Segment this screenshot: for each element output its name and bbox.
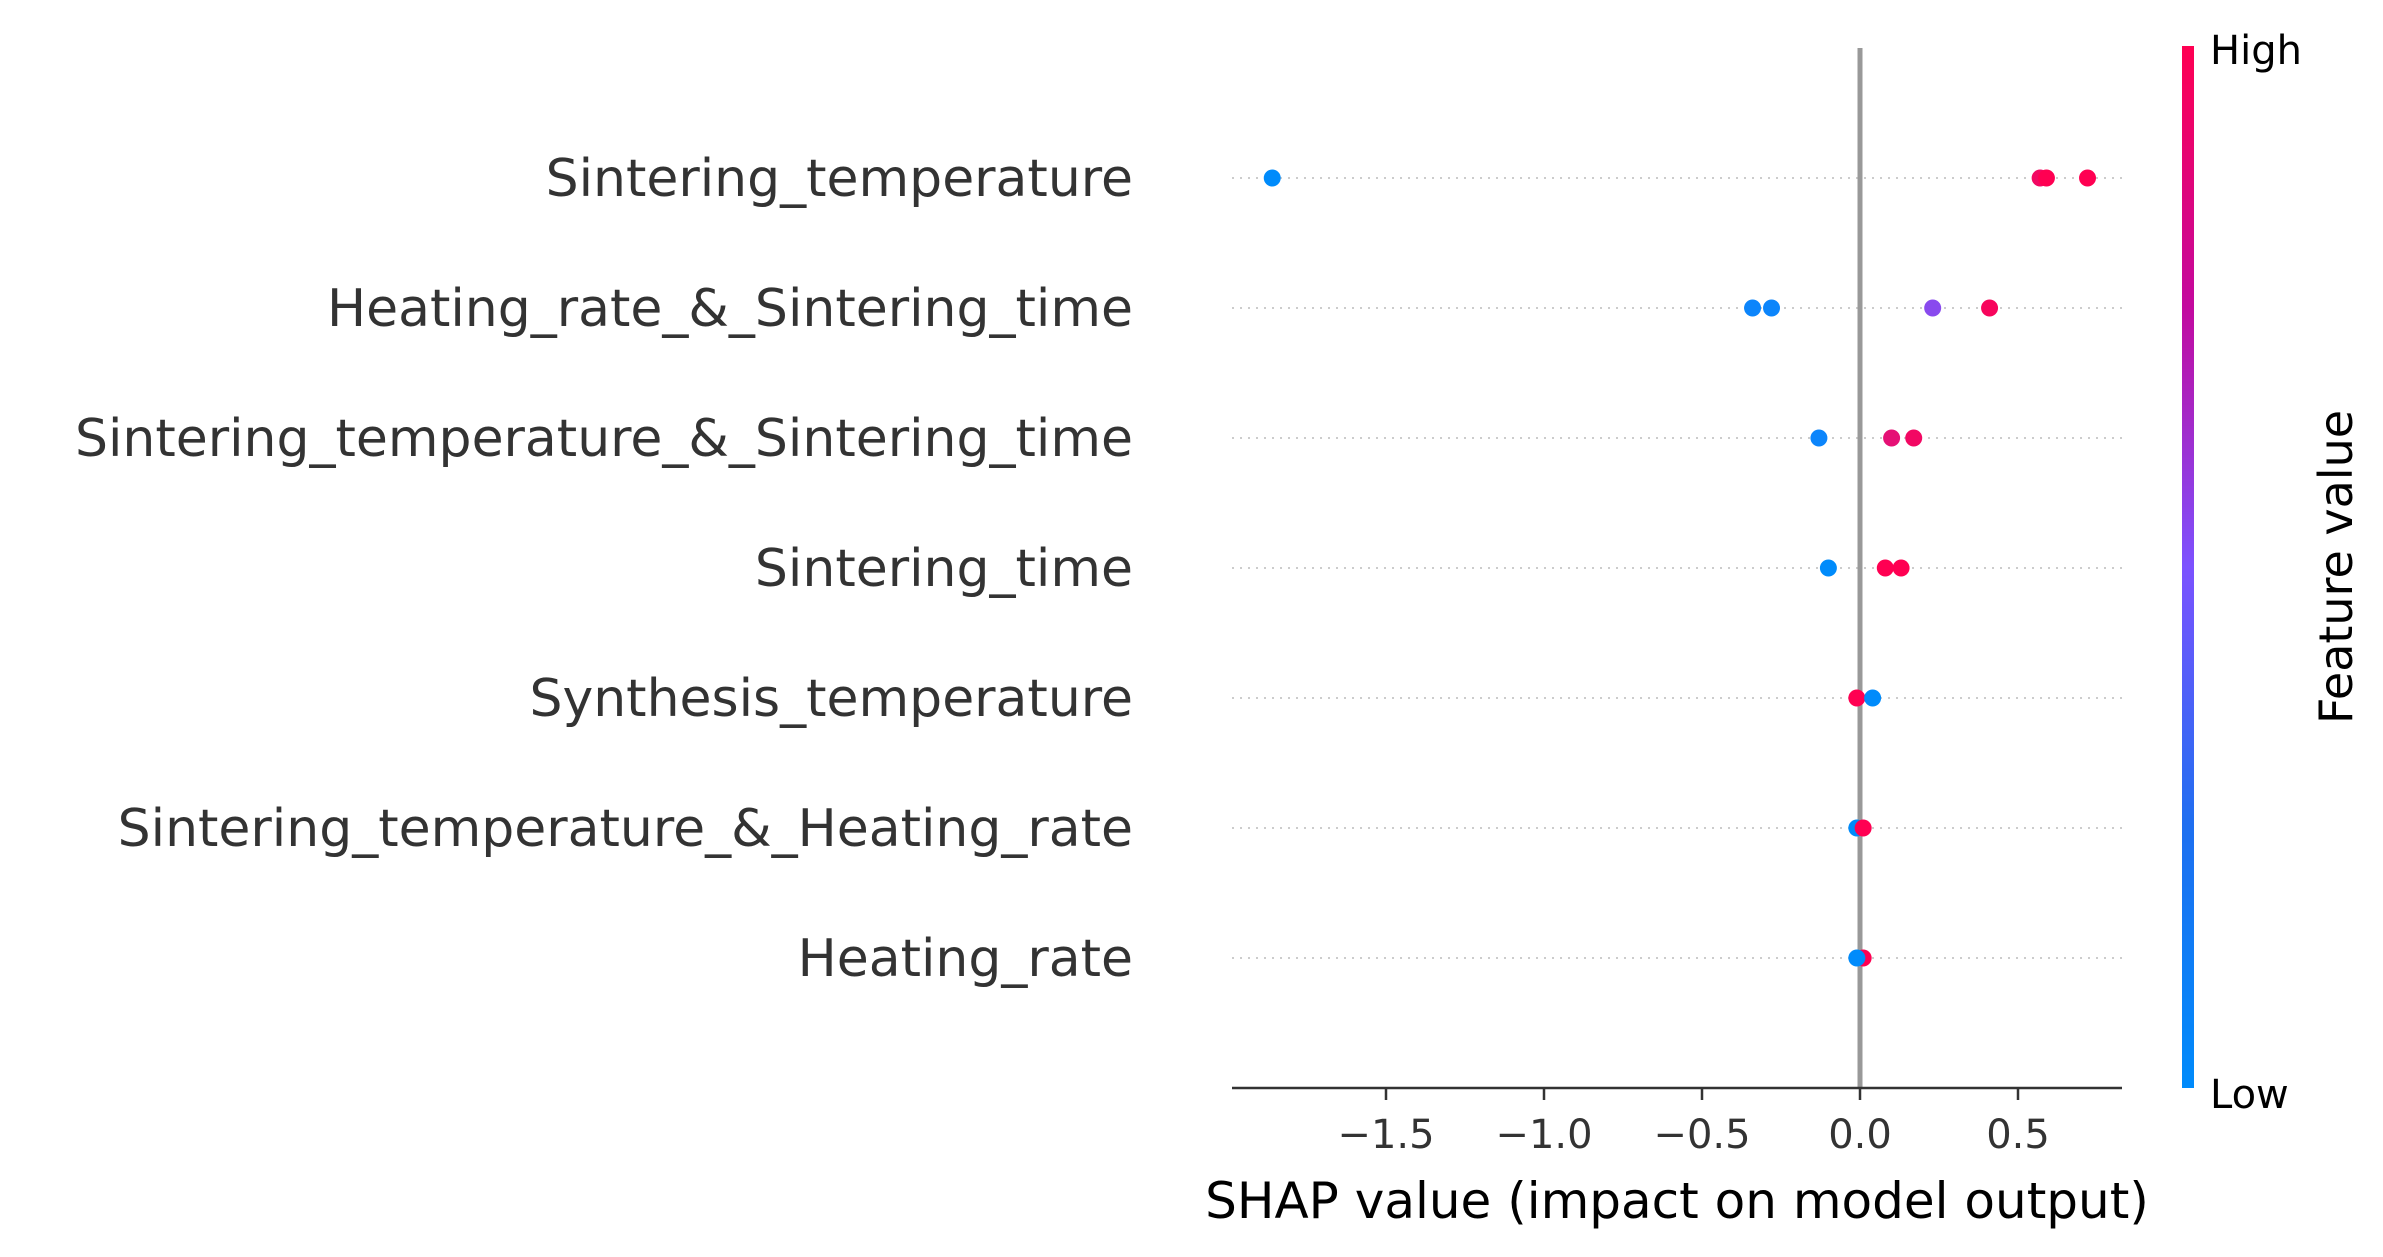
data-point xyxy=(1924,299,1942,317)
colorbar-title: Feature value xyxy=(2309,410,2363,724)
feature-label: Sintering_temperature_&_Heating_rate xyxy=(118,799,1133,859)
x-tick-label: −0.5 xyxy=(1653,1112,1750,1158)
colorbar xyxy=(2182,46,2194,1088)
data-point xyxy=(1892,559,1910,577)
feature-label: Synthesis_temperature xyxy=(529,669,1133,729)
data-point xyxy=(1876,559,1894,577)
feature-label: Sintering_temperature_&_Sintering_time xyxy=(75,409,1133,469)
data-point xyxy=(1981,299,1999,317)
x-tick-label: −1.0 xyxy=(1495,1112,1592,1158)
feature-gridlines xyxy=(1232,177,2122,959)
data-point xyxy=(1763,299,1781,317)
x-tick-label: 0.0 xyxy=(1828,1112,1892,1158)
data-point xyxy=(1905,429,1923,447)
feature-labels: Sintering_temperature Heating_rate_&_Sint… xyxy=(75,149,1133,989)
data-point xyxy=(1263,169,1281,187)
data-point xyxy=(1819,559,1837,577)
colorbar-high-label: High xyxy=(2210,28,2302,74)
data-point xyxy=(2037,169,2055,187)
feature-label: Sintering_time xyxy=(755,539,1133,599)
data-point xyxy=(1854,819,1872,837)
data-point xyxy=(1744,299,1762,317)
feature-label: Heating_rate_&_Sintering_time xyxy=(327,279,1133,339)
data-point xyxy=(1883,429,1901,447)
feature-label: Heating_rate xyxy=(798,929,1133,989)
data-point xyxy=(1848,689,1866,707)
colorbar-low-label: Low xyxy=(2210,1072,2289,1118)
x-tick-label: 0.5 xyxy=(1986,1112,2050,1158)
data-point xyxy=(2079,169,2097,187)
data-point xyxy=(1848,949,1866,967)
x-axis-ticks: −1.5 −1.0 −0.5 0.0 0.5 xyxy=(1337,1088,2050,1158)
feature-label: Sintering_temperature xyxy=(546,149,1133,209)
data-point xyxy=(1864,689,1882,707)
x-axis-title: SHAP value (impact on model output) xyxy=(1205,1172,2149,1230)
data-points xyxy=(1263,169,2097,967)
data-point xyxy=(1810,429,1828,447)
x-tick-label: −1.5 xyxy=(1337,1112,1434,1158)
